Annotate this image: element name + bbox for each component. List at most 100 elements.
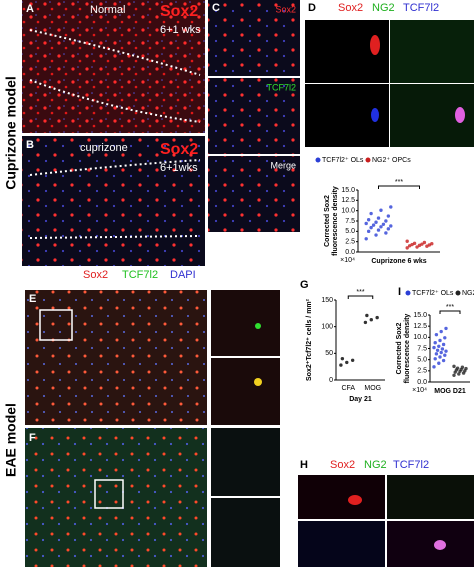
data-point	[422, 240, 427, 245]
legend-label: NG2⁺ OPCs	[372, 157, 411, 164]
stain: DAPI	[170, 269, 196, 281]
panel-letter: I	[398, 286, 401, 298]
label: Merge	[270, 160, 296, 170]
y-tick-label: 5.0	[417, 357, 427, 364]
stain: NG2	[372, 2, 395, 14]
x-tick-label: MOG	[364, 385, 381, 392]
stain: Sox2	[330, 459, 355, 471]
cell	[254, 378, 262, 386]
data-point	[434, 352, 439, 356]
image-d2	[390, 20, 474, 83]
data-point	[375, 315, 379, 320]
data-point	[365, 313, 369, 318]
data-point	[435, 348, 440, 352]
data-point	[345, 360, 349, 365]
image-h4	[387, 521, 474, 567]
image-h3	[298, 521, 385, 567]
inset-f2	[211, 498, 280, 567]
data-point	[444, 326, 448, 331]
stain: NG2	[364, 459, 387, 471]
data-point	[374, 220, 378, 224]
y-tick-label: 12.5	[341, 197, 355, 204]
panel-letter: A	[26, 3, 34, 15]
data-point	[412, 241, 417, 246]
data-point	[376, 216, 381, 220]
data-point	[376, 228, 381, 232]
legend-label: NG2⁺ OPCs	[462, 290, 474, 297]
image-f	[25, 428, 207, 567]
data-point	[379, 225, 383, 229]
cell	[455, 107, 465, 123]
cell	[348, 495, 362, 505]
data-point	[364, 237, 368, 241]
y-tick-label: 2.5	[345, 239, 355, 246]
label: Normal	[90, 4, 125, 16]
dotted-line	[29, 29, 201, 123]
y-label: fluorescence density	[332, 186, 339, 256]
y-tick-label: 7.5	[417, 345, 427, 352]
stain: Sox2	[338, 2, 363, 14]
data-point	[405, 246, 409, 250]
y-tick-label: 50	[325, 350, 333, 357]
box	[94, 479, 124, 509]
y-tick-label: 7.5	[345, 218, 355, 225]
data-point	[363, 320, 368, 325]
data-point	[350, 358, 355, 362]
cell	[255, 323, 261, 329]
image-a	[22, 0, 205, 133]
y-tick-label: 12.5	[413, 323, 427, 330]
data-point	[432, 365, 436, 369]
data-point	[441, 342, 446, 347]
y-multiplier: ×10⁴	[340, 257, 355, 264]
cell	[370, 35, 380, 55]
legend-label: TCF7l2⁺ OLs	[412, 290, 454, 297]
side-label: Cuprizone model	[3, 76, 19, 190]
data-point	[457, 372, 461, 376]
data-point	[369, 318, 373, 322]
data-point	[420, 242, 424, 246]
label: Sox2	[275, 4, 296, 14]
cell	[434, 540, 446, 550]
data-point	[438, 338, 442, 343]
image-c1	[208, 0, 300, 76]
x-label: Day 21	[349, 396, 372, 403]
side-label: EAE model	[3, 403, 19, 477]
y-tick-label: 10.0	[413, 334, 427, 341]
y-tick-label: 0.0	[345, 249, 355, 256]
significance: ***	[395, 179, 403, 186]
data-point	[433, 357, 437, 361]
data-point	[433, 340, 437, 345]
image-e	[25, 290, 207, 425]
inset-e1	[211, 290, 280, 356]
data-point	[364, 221, 368, 226]
data-point	[389, 205, 393, 209]
stain: TCF7l2	[403, 2, 439, 14]
data-point	[439, 329, 443, 334]
y-tick-label: 0.0	[417, 379, 427, 386]
x-label: MOG D21	[434, 388, 466, 395]
significance-bracket	[378, 185, 420, 189]
data-point	[366, 229, 371, 234]
y-tick-label: 100	[321, 324, 333, 331]
label: 6+1wks	[160, 162, 198, 174]
label: cuprizone	[80, 142, 128, 154]
box	[39, 309, 73, 341]
significance-bracket	[439, 310, 461, 314]
y-multiplier: ×10⁴	[412, 387, 427, 394]
data-point	[386, 227, 391, 231]
data-point	[405, 239, 409, 243]
y-tick-label: 150	[321, 297, 333, 304]
label: TCF7l2	[266, 82, 296, 92]
data-point	[444, 349, 448, 353]
y-tick-label: 15.0	[413, 312, 427, 319]
cell	[371, 108, 379, 122]
label: 6+1 wks	[160, 24, 201, 36]
y-label: Corrected Sox2	[396, 323, 403, 375]
legend-marker	[365, 157, 371, 163]
data-point	[381, 222, 386, 227]
panel-letter: B	[26, 139, 34, 151]
y-tick-label: 5.0	[345, 228, 355, 235]
legend-label: TCF7l2⁺ OLs	[322, 157, 364, 164]
data-point	[379, 208, 383, 212]
